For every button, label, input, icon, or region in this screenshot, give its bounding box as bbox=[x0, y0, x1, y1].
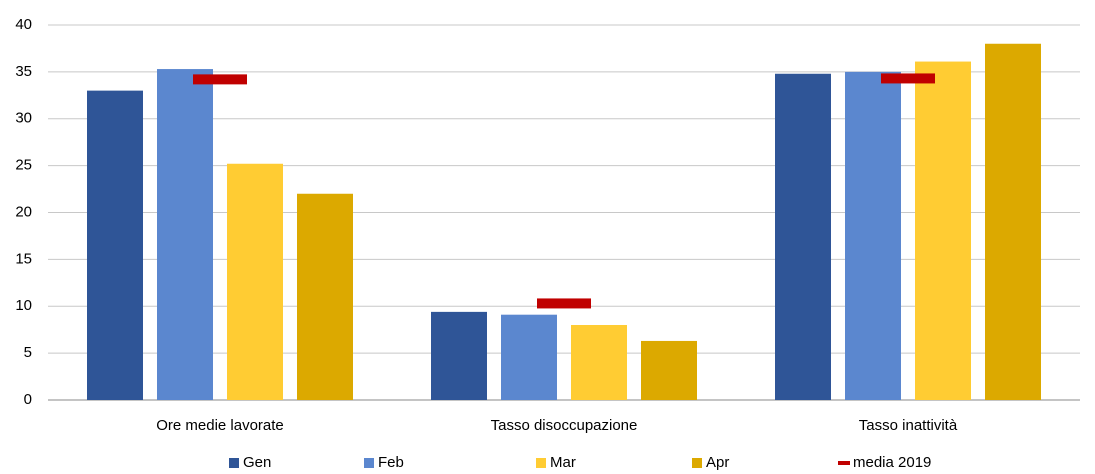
bar bbox=[431, 311, 487, 400]
legend-label: Apr bbox=[706, 454, 729, 471]
legend-label: Mar bbox=[550, 454, 576, 471]
bar bbox=[845, 71, 901, 400]
bar bbox=[985, 43, 1041, 400]
bar bbox=[157, 69, 213, 400]
bar bbox=[297, 193, 353, 400]
y-tick-label: 35 bbox=[15, 63, 32, 80]
y-tick-label: 25 bbox=[15, 157, 32, 174]
y-tick-label: 40 bbox=[15, 16, 32, 33]
legend-swatch bbox=[838, 461, 850, 465]
marker bbox=[537, 298, 591, 309]
marker bbox=[193, 74, 247, 85]
y-tick-label: 20 bbox=[15, 203, 32, 220]
bar bbox=[87, 90, 143, 400]
legend-swatch bbox=[536, 458, 546, 468]
y-tick-label: 10 bbox=[15, 297, 32, 314]
legend-swatch bbox=[692, 458, 702, 468]
bar bbox=[775, 73, 831, 400]
x-tick-label: Tasso disoccupazione bbox=[491, 417, 638, 434]
bar bbox=[641, 340, 697, 400]
x-tick-label: Ore medie lavorate bbox=[156, 417, 284, 434]
legend-label: Feb bbox=[378, 454, 404, 471]
y-tick-label: 30 bbox=[15, 110, 32, 127]
bar bbox=[501, 314, 557, 400]
legend-label: Gen bbox=[243, 454, 271, 471]
bar bbox=[915, 61, 971, 400]
bar bbox=[571, 325, 627, 400]
legend-label: media 2019 bbox=[853, 454, 931, 471]
y-tick-label: 15 bbox=[15, 250, 32, 267]
bar bbox=[227, 163, 283, 400]
legend-swatch bbox=[364, 458, 374, 468]
y-tick-label: 0 bbox=[24, 391, 32, 408]
marker bbox=[881, 73, 935, 84]
legend-swatch bbox=[229, 458, 239, 468]
x-tick-label: Tasso inattività bbox=[859, 417, 958, 434]
y-tick-label: 5 bbox=[24, 344, 32, 361]
